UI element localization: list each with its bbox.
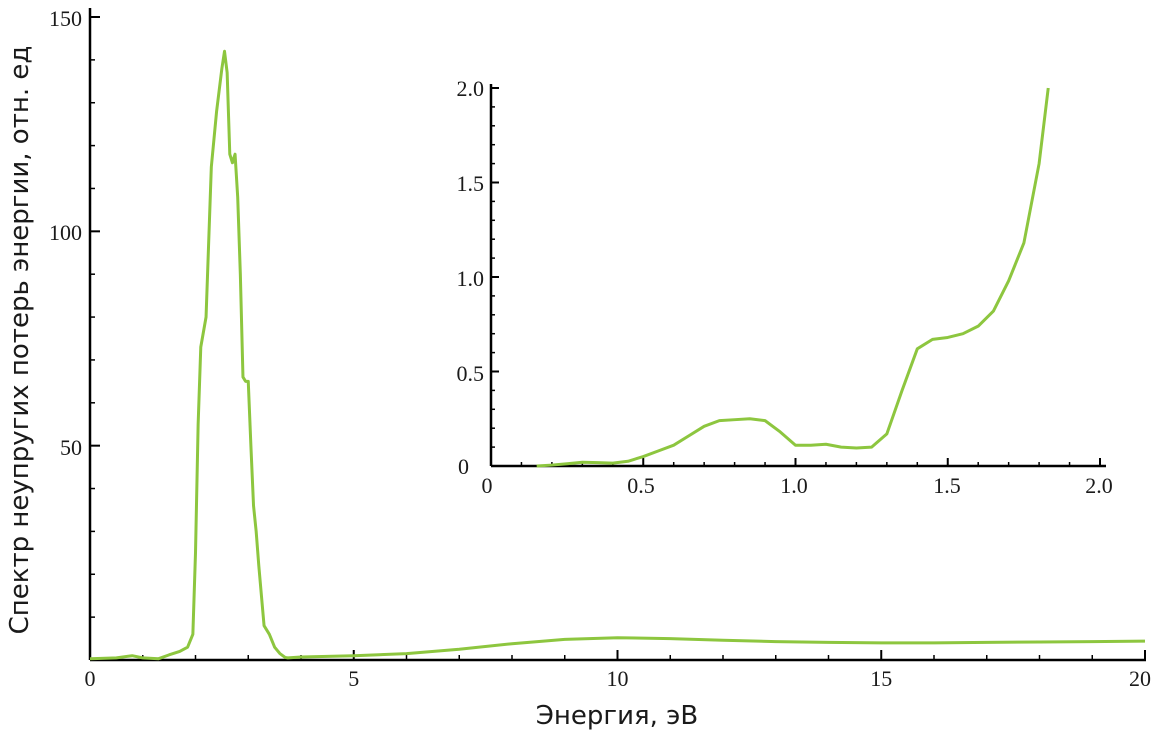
x-axis-title: Энергия, эВ: [536, 701, 699, 731]
inset-x-tick-label: 1.0: [780, 473, 808, 498]
main-x-tick-label: 15: [870, 666, 892, 691]
inset-plot: 0 0.5 1.0 1.5 2.0 0 0.5 1.0 1.5 2.0: [457, 76, 1113, 498]
main-x-tick-label: 5: [348, 666, 359, 691]
inset-x-tick-label: 0.5: [627, 473, 655, 498]
inset-x-tick-labels: 0 0.5 1.0 1.5 2.0: [482, 473, 1113, 498]
inset-y-tick-label: 1.5: [457, 171, 485, 196]
main-y-tick-label: 150: [49, 6, 82, 31]
inset-x-tick-label: 0: [482, 473, 493, 498]
inset-series-line: [536, 87, 1050, 468]
main-y-tick-labels: 50 100 150: [49, 6, 82, 460]
y-axis-title: Спектр неупругих потерь энергии, отн. ед: [5, 46, 35, 635]
main-y-tick-label: 100: [49, 220, 82, 245]
inset-y-tick-label: 2.0: [457, 76, 485, 101]
inset-y-tick-labels: 0 0.5 1.0 1.5 2.0: [457, 76, 485, 479]
main-series-line: [89, 49, 1146, 661]
inset-x-tick-label: 1.5: [933, 473, 961, 498]
main-plot: 0 5 10 15 20 50 100 150 Энергия, эВ Спек…: [5, 6, 1151, 731]
inset-y-tick-label: 0.5: [457, 361, 485, 386]
main-x-tick-label: 10: [607, 666, 629, 691]
main-x-tick-labels: 0 5 10 15 20: [85, 666, 1152, 691]
main-x-tick-label: 20: [1129, 666, 1151, 691]
inset-y-tick-label: 0: [458, 454, 469, 479]
inset-x-tick-label: 2.0: [1085, 473, 1113, 498]
main-x-tick-label: 0: [85, 666, 96, 691]
main-ticks: [89, 16, 1146, 660]
inset-y-tick-label: 1.0: [457, 266, 485, 291]
main-y-tick-label: 50: [60, 435, 82, 460]
